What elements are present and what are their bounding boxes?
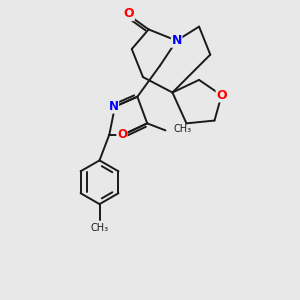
Text: O: O — [124, 8, 134, 20]
Text: O: O — [117, 128, 127, 141]
Text: CH₃: CH₃ — [91, 223, 109, 233]
Text: N: N — [109, 100, 118, 113]
Text: O: O — [216, 89, 227, 102]
Text: CH₃: CH₃ — [174, 124, 192, 134]
Text: N: N — [172, 34, 182, 47]
